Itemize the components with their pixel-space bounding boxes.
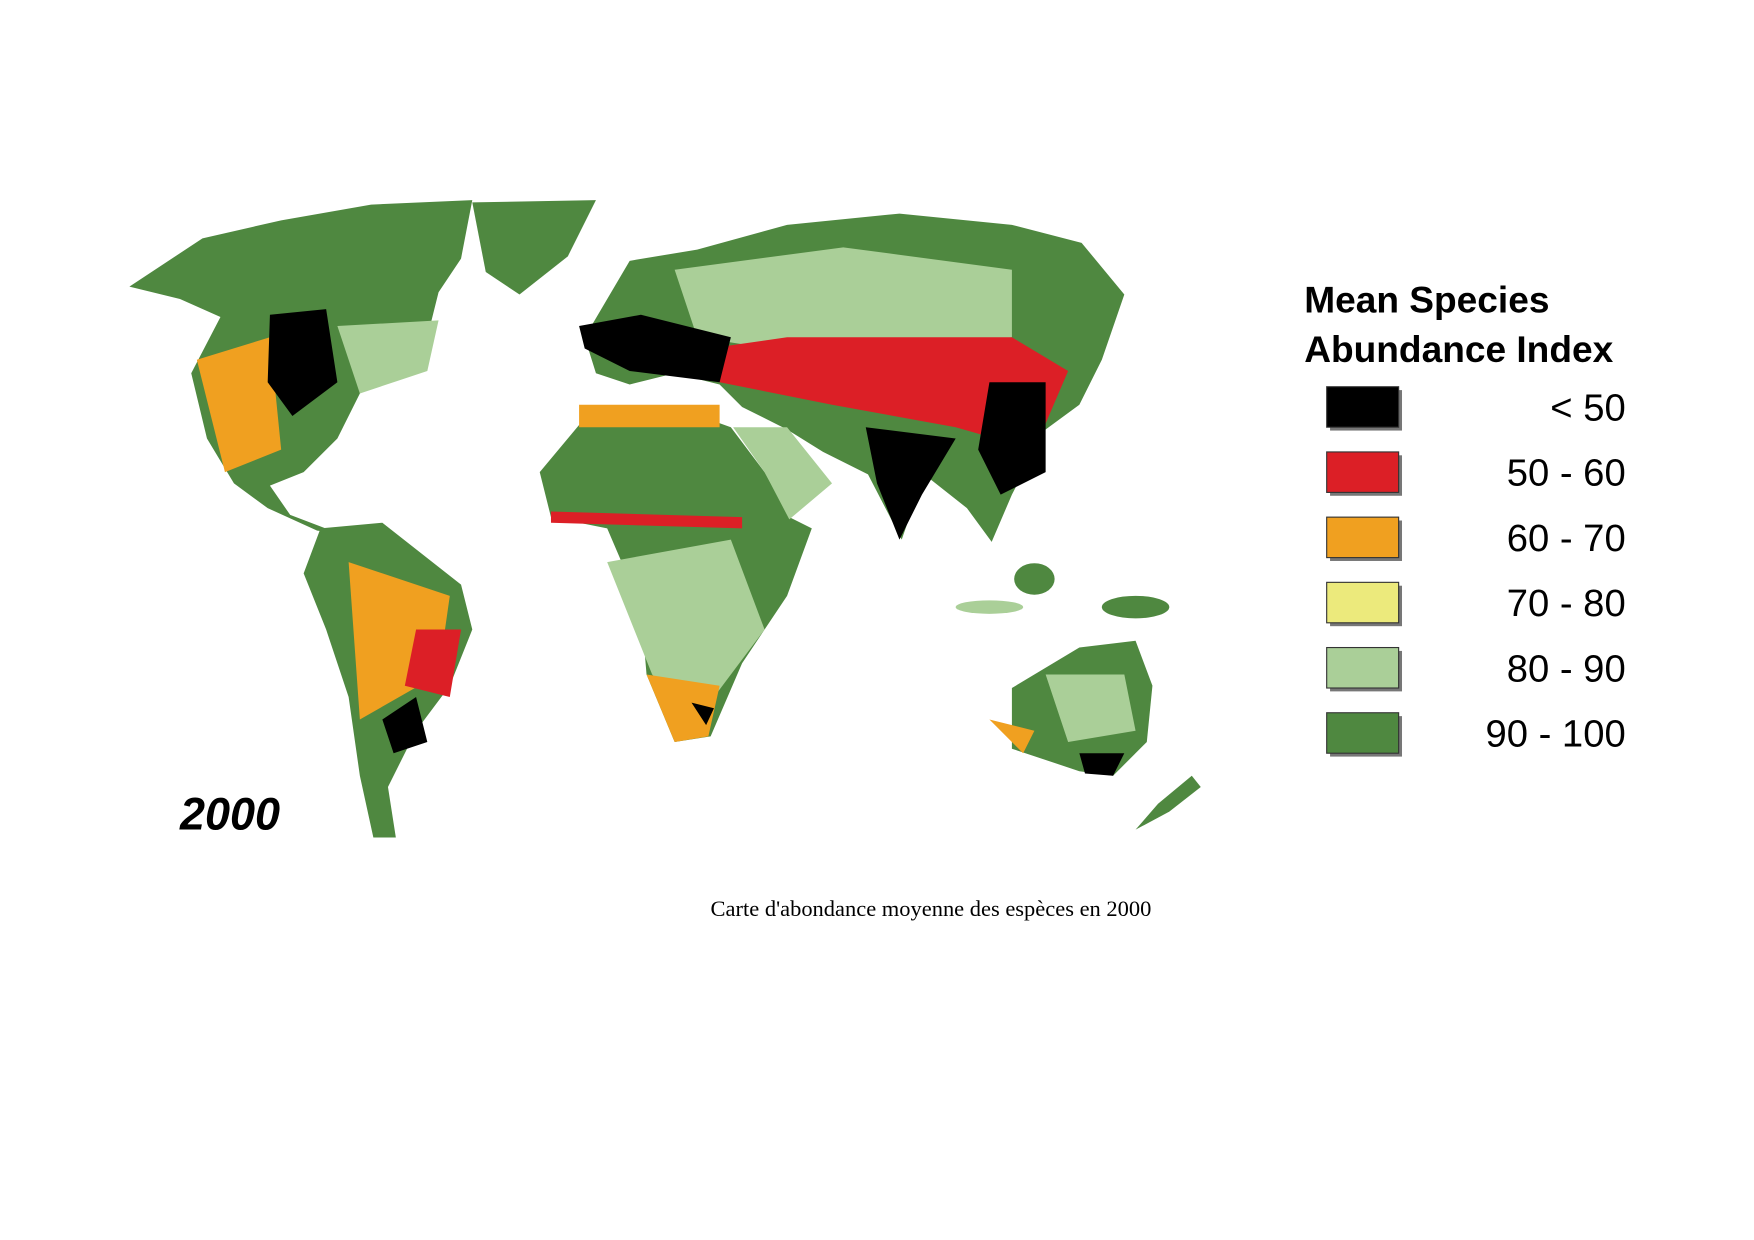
legend: Mean Species Abundance Index < 50 50 - 60 60… [1304, 279, 1626, 757]
legend-swatch [1326, 516, 1400, 559]
greenland [472, 200, 596, 295]
island [1101, 595, 1170, 619]
legend-swatch [1326, 646, 1400, 689]
overlay [404, 337, 1069, 698]
legend-label: < 50 [1550, 386, 1625, 429]
legend-label: 50 - 60 [1507, 452, 1626, 495]
overlay [337, 247, 1136, 742]
year-label: 2000 [179, 789, 280, 840]
legend-swatch [1326, 712, 1400, 754]
legend-label: 90 - 100 [1485, 712, 1625, 755]
world-map: 2000 [129, 200, 1201, 840]
legend-swatch [1326, 581, 1400, 624]
legend-title: Abundance Index [1304, 328, 1613, 370]
legend-swatch [1326, 451, 1400, 493]
island [955, 600, 1024, 614]
legend-swatch [1326, 386, 1400, 428]
legend-title: Mean Species [1304, 279, 1549, 321]
arabia [733, 427, 833, 520]
legend-label: 80 - 90 [1507, 647, 1626, 690]
legend-label: 60 - 70 [1507, 517, 1626, 560]
island [1014, 563, 1055, 595]
caption: Carte d'abondance moyenne des espèces en… [711, 896, 1152, 921]
overlay [196, 337, 1035, 754]
new-zealand [1135, 775, 1201, 830]
legend-label: 70 - 80 [1507, 582, 1626, 625]
